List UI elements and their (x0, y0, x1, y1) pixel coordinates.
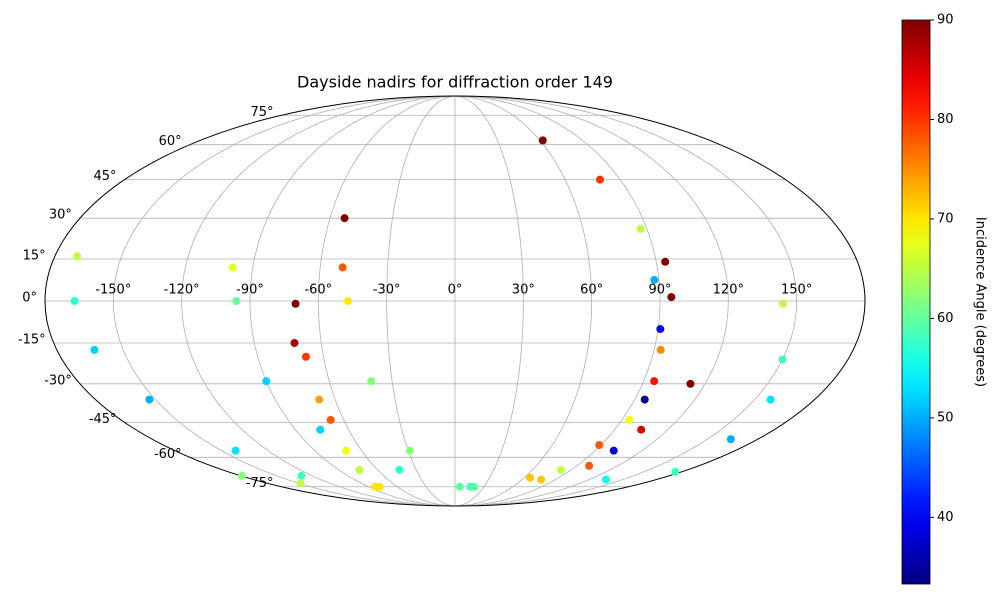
grid-line (454, 95, 593, 507)
x-tick-label: 60° (580, 283, 603, 298)
nadir-point (585, 461, 594, 470)
grid-line (317, 95, 456, 507)
nadir-point (637, 425, 646, 434)
y-tick-label: -45° (89, 412, 117, 427)
colorbar-tick-label: 70 (937, 211, 954, 226)
colorbar (901, 19, 931, 585)
nadir-point (556, 465, 565, 474)
grid-line (112, 95, 456, 507)
colorbar-tick-label: 90 (937, 13, 954, 28)
nadir-point (405, 446, 414, 455)
x-tick-label: 150° (781, 283, 812, 298)
nadir-point (526, 473, 535, 482)
y-tick-label: -30° (44, 373, 72, 388)
grid-line (386, 95, 456, 507)
y-tick-label: 30° (49, 208, 72, 223)
nadir-point (671, 467, 680, 476)
grid-line (454, 95, 661, 507)
x-tick-label: 120° (713, 283, 744, 298)
nadir-point (686, 379, 695, 388)
y-tick-label: -75° (246, 476, 274, 491)
nadir-point (650, 275, 659, 284)
nadir-point (301, 352, 310, 361)
y-tick-label: 75° (250, 105, 273, 120)
y-tick-label: 0° (22, 291, 37, 306)
y-tick-label: -15° (18, 332, 46, 347)
nadir-point (650, 377, 659, 386)
nadir-point (262, 377, 271, 386)
y-tick-label: 45° (94, 169, 117, 184)
nadir-point (340, 214, 349, 223)
nadir-point (237, 471, 246, 480)
colorbar-tick-label: 40 (937, 510, 954, 525)
nadir-point (656, 325, 665, 334)
nadir-point (778, 299, 787, 308)
y-tick-label: 15° (23, 249, 46, 264)
nadir-point (326, 415, 335, 424)
grid-line (454, 95, 524, 507)
x-tick-label: -120° (164, 283, 200, 298)
nadir-point (596, 175, 605, 184)
x-tick-label: -90° (236, 283, 264, 298)
nadir-point (316, 425, 325, 434)
nadir-point (338, 263, 347, 272)
nadir-point (355, 465, 364, 474)
y-tick-label: -60° (154, 447, 182, 462)
nadir-point (455, 482, 464, 491)
nadir-point (73, 252, 82, 261)
grid-line (454, 95, 729, 507)
nadir-point (778, 355, 787, 364)
x-tick-label: -30° (373, 283, 401, 298)
nadir-point (342, 446, 351, 455)
nadir-point (343, 297, 352, 305)
nadir-point (766, 395, 775, 404)
y-tick-label: 60° (159, 134, 182, 149)
nadir-point (667, 293, 676, 302)
nadir-point (231, 446, 240, 455)
nadir-point (661, 257, 670, 266)
nadir-point (470, 482, 479, 491)
nadir-point (395, 465, 404, 474)
map-border (44, 95, 866, 507)
colorbar-tick-label: 60 (937, 311, 954, 326)
x-tick-label: 0° (448, 283, 463, 298)
grid-line (454, 95, 798, 507)
nadir-point (640, 395, 649, 404)
nadir-point (232, 297, 241, 305)
x-tick-label: 90° (648, 283, 671, 298)
nadir-point (537, 475, 546, 484)
nadir-point (625, 415, 634, 424)
grid-line (249, 95, 456, 507)
nadir-point (291, 299, 300, 308)
nadir-point (315, 395, 324, 404)
nadir-point (90, 345, 99, 354)
nadir-point (296, 479, 305, 488)
x-tick-label: -150° (95, 283, 131, 298)
nadir-point (726, 435, 735, 444)
grid-line (181, 95, 456, 507)
x-tick-label: -60° (304, 283, 332, 298)
nadir-point (538, 136, 547, 145)
nadir-point (595, 441, 604, 450)
nadir-point (602, 475, 611, 484)
nadir-point (228, 263, 237, 272)
nadir-point (636, 224, 645, 233)
nadir-point (367, 377, 376, 386)
nadir-point (70, 297, 79, 305)
colorbar-label: Incidence Angle (degrees) (973, 217, 988, 387)
nadir-point (609, 446, 618, 455)
nadir-point (145, 395, 154, 404)
colorbar-tick-label: 80 (937, 112, 954, 127)
nadir-point (370, 482, 379, 491)
chart-title: Dayside nadirs for diffraction order 149 (297, 73, 613, 92)
x-tick-label: 30° (512, 283, 535, 298)
nadir-point (656, 345, 665, 354)
nadir-point (297, 471, 306, 480)
nadir-point (290, 338, 299, 347)
colorbar-tick-label: 50 (937, 410, 954, 425)
